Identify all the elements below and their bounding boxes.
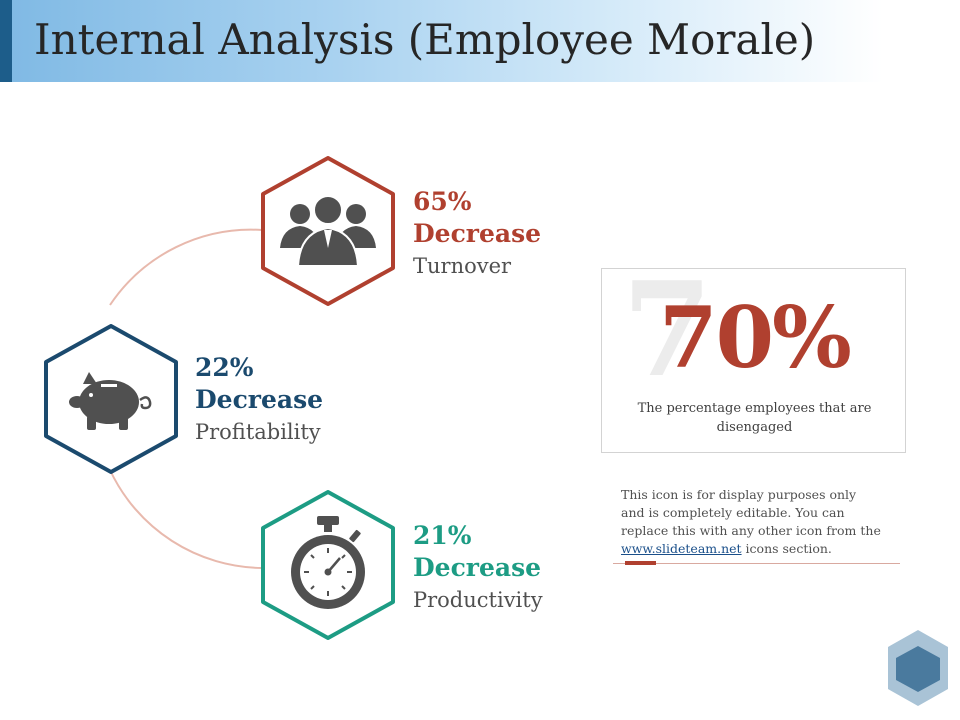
- title-accent-bar: [0, 0, 12, 82]
- stopwatch-icon: [291, 516, 365, 609]
- corner-hexagon-icon: [888, 630, 948, 706]
- title-bar: [0, 0, 960, 82]
- turnover-percent: 65%: [413, 187, 472, 216]
- profitability-label: Profitability: [195, 420, 321, 444]
- people-group-icon: [280, 195, 376, 267]
- note-divider: [613, 563, 900, 564]
- turnover-label: Turnover: [413, 254, 512, 278]
- productivity-change: Decrease: [413, 553, 542, 582]
- background-digit: 7: [622, 268, 713, 406]
- slideteam-link[interactable]: www.slideteam.net: [621, 541, 742, 556]
- profitability-percent: 22%: [195, 353, 254, 382]
- highlight-caption: The percentage employees that are diseng…: [637, 401, 872, 435]
- turnover-change: Decrease: [413, 219, 542, 248]
- icon-note: This icon is for display purposes only a…: [621, 486, 881, 558]
- note-divider-accent: [625, 561, 656, 565]
- note-text-after: icons section.: [741, 541, 832, 556]
- productivity-hexagon: [260, 490, 396, 640]
- note-text-before: This icon is for display purposes only a…: [621, 487, 881, 538]
- productivity-stat: 21% Decrease Productivity: [413, 520, 543, 616]
- turnover-stat: 65% Decrease Turnover: [413, 186, 541, 282]
- productivity-label: Productivity: [413, 588, 543, 612]
- turnover-hexagon: [260, 156, 396, 306]
- highlight-percent: 70%: [659, 288, 852, 387]
- slide-title: Internal Analysis (Employee Morale): [34, 15, 816, 64]
- profitability-hexagon: [43, 324, 179, 474]
- highlight-box: 7 70% The percentage employees that are …: [601, 268, 906, 453]
- piggy-bank-icon: [69, 372, 152, 430]
- profitability-stat: 22% Decrease Profitability: [195, 352, 323, 448]
- profitability-change: Decrease: [195, 385, 324, 414]
- productivity-percent: 21%: [413, 521, 472, 550]
